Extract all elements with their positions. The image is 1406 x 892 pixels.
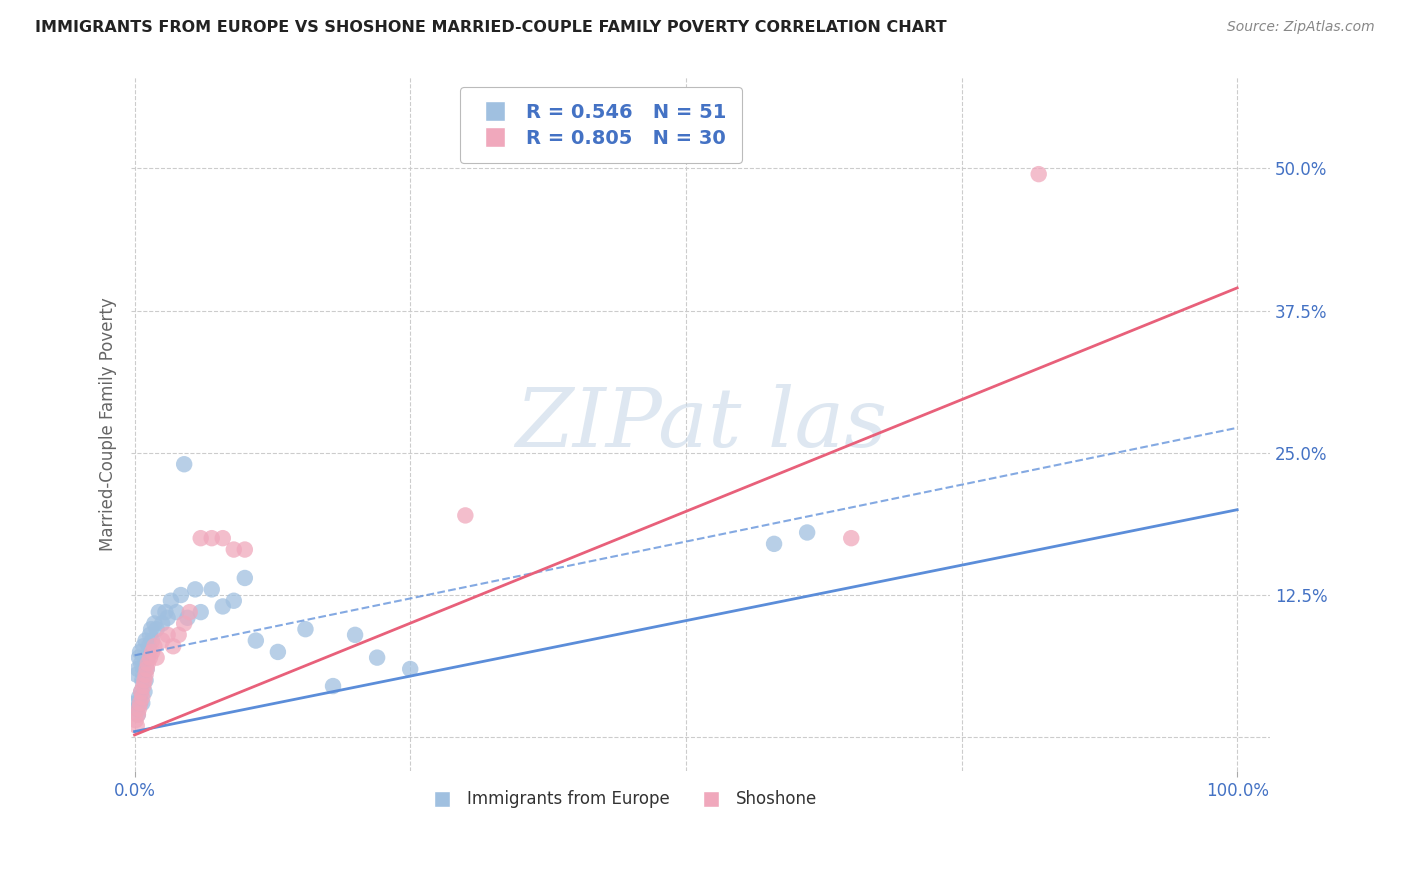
Point [294,622,316,636]
Point [139,650,162,665]
Point [134,673,156,688]
Point [167,628,190,642]
Point [136,657,159,671]
Point [156,611,179,625]
Point [150,616,173,631]
Point [132,662,155,676]
Point [233,542,256,557]
Point [190,605,212,619]
Point [138,639,160,653]
Point [132,679,155,693]
Point [155,605,177,619]
Point [124,696,146,710]
Point [132,639,155,653]
Point [141,633,163,648]
Point [124,713,146,727]
Point [139,622,162,636]
Point [127,707,149,722]
Point [222,542,245,557]
Point [125,719,148,733]
Point [148,605,170,619]
Legend: Immigrants from Europe, Shoshone: Immigrants from Europe, Shoshone [418,784,824,815]
Point [139,628,162,642]
Point [399,662,422,676]
Point [245,633,267,648]
Point [201,531,224,545]
Point [129,685,152,699]
Point [366,650,388,665]
Point [129,685,152,699]
Point [125,667,148,681]
Point [839,531,862,545]
Point [129,696,152,710]
Point [201,582,224,597]
Point [145,650,167,665]
Point [233,571,256,585]
Point [211,599,233,614]
Point [166,605,188,619]
Point [344,628,367,642]
Point [176,611,198,625]
Point [211,531,233,545]
Y-axis label: Married-Couple Family Poverty: Married-Couple Family Poverty [100,298,117,551]
Point [160,593,183,607]
Point [131,690,153,705]
Point [129,657,152,671]
Point [173,616,195,631]
Point [156,628,179,642]
Point [128,650,150,665]
Point [128,690,150,705]
Point [222,593,245,607]
Text: ZIPat las: ZIPat las [515,384,887,465]
Point [135,662,157,676]
Point [267,645,290,659]
Point [170,588,193,602]
Point [145,622,167,636]
Point [135,662,157,676]
Point [796,525,818,540]
Point [129,645,152,659]
Point [190,531,212,545]
Point [129,696,152,710]
Point [128,702,150,716]
Point [143,639,166,653]
Point [135,633,157,648]
Text: Source: ZipAtlas.com: Source: ZipAtlas.com [1227,20,1375,34]
Point [150,633,173,648]
Point [454,508,477,523]
Point [125,702,148,716]
Point [179,605,201,619]
Point [135,667,157,681]
Point [134,685,156,699]
Point [322,679,344,693]
Point [143,616,166,631]
Point [131,696,153,710]
Point [162,639,184,653]
Point [134,650,156,665]
Point [184,582,207,597]
Point [135,673,157,688]
Point [141,645,163,659]
Text: IMMIGRANTS FROM EUROPE VS SHOSHONE MARRIED-COUPLE FAMILY POVERTY CORRELATION CHA: IMMIGRANTS FROM EUROPE VS SHOSHONE MARRI… [35,20,946,35]
Point [763,537,786,551]
Point [136,650,159,665]
Point [131,673,153,688]
Point [173,457,195,471]
Point [1028,167,1050,181]
Point [127,707,149,722]
Point [127,662,149,676]
